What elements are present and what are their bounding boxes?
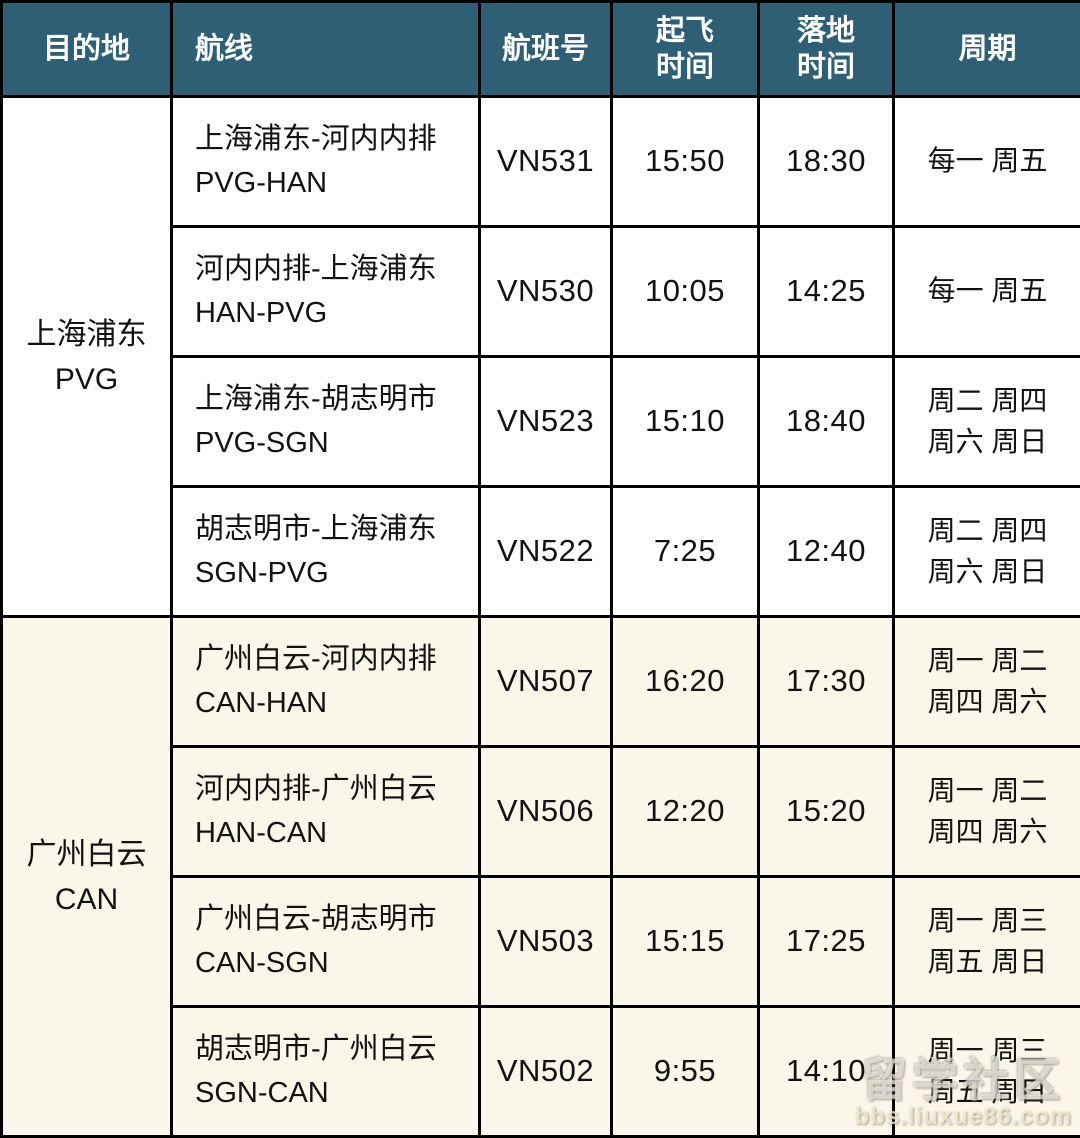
col-header-flight-no: 航班号 [480, 2, 612, 97]
table-row: 广州白云 CAN 广州白云-河内内排 CAN-HAN VN507 16:20 1… [2, 617, 1080, 747]
table-row: 上海浦东 PVG 上海浦东-河内内排 PVG-HAN VN531 15:50 1… [2, 97, 1080, 227]
arrival-cell: 14:25 [759, 227, 894, 357]
arrival-cell: 12:40 [759, 487, 894, 617]
days-cell: 周二 周四 周六 周日 [894, 357, 1080, 487]
route-cell: 广州白云-胡志明市 CAN-SGN [172, 877, 480, 1007]
flight-no-cell: VN507 [480, 617, 612, 747]
flight-no-cell: VN531 [480, 97, 612, 227]
col-header-arrival: 落地 时间 [759, 2, 894, 97]
arrival-cell: 18:30 [759, 97, 894, 227]
departure-cell: 12:20 [612, 747, 759, 877]
destination-cell: 上海浦东 PVG [2, 97, 172, 617]
route-cell: 河内内排-广州白云 HAN-CAN [172, 747, 480, 877]
flight-no-cell: VN503 [480, 877, 612, 1007]
days-cell: 每一 周五 [894, 227, 1080, 357]
arrival-cell: 17:25 [759, 877, 894, 1007]
flight-no-cell: VN530 [480, 227, 612, 357]
destination-cell: 广州白云 CAN [2, 617, 172, 1137]
flight-no-cell: VN502 [480, 1007, 612, 1137]
flight-no-cell: VN506 [480, 747, 612, 877]
arrival-cell: 15:20 [759, 747, 894, 877]
days-cell: 周一 周二 周四 周六 [894, 747, 1080, 877]
route-cell: 胡志明市-广州白云 SGN-CAN [172, 1007, 480, 1137]
departure-cell: 7:25 [612, 487, 759, 617]
col-header-route: 航线 [172, 2, 480, 97]
col-header-departure: 起飞 时间 [612, 2, 759, 97]
departure-cell: 15:15 [612, 877, 759, 1007]
route-cell: 上海浦东-河内内排 PVG-HAN [172, 97, 480, 227]
route-cell: 河内内排-上海浦东 HAN-PVG [172, 227, 480, 357]
col-header-destination: 目的地 [2, 2, 172, 97]
route-cell: 胡志明市-上海浦东 SGN-PVG [172, 487, 480, 617]
days-cell: 周二 周四 周六 周日 [894, 487, 1080, 617]
days-cell: 每一 周五 [894, 97, 1080, 227]
route-cell: 广州白云-河内内排 CAN-HAN [172, 617, 480, 747]
flight-no-cell: VN523 [480, 357, 612, 487]
flight-no-cell: VN522 [480, 487, 612, 617]
departure-cell: 9:55 [612, 1007, 759, 1137]
arrival-cell: 18:40 [759, 357, 894, 487]
departure-cell: 16:20 [612, 617, 759, 747]
departure-cell: 15:10 [612, 357, 759, 487]
days-cell: 周一 周二 周四 周六 [894, 617, 1080, 747]
days-cell: 周一 周三 周五 周日 [894, 1007, 1080, 1137]
route-cell: 上海浦东-胡志明市 PVG-SGN [172, 357, 480, 487]
arrival-cell: 14:10 [759, 1007, 894, 1137]
arrival-cell: 17:30 [759, 617, 894, 747]
header-row: 目的地 航线 航班号 起飞 时间 落地 时间 周期 [2, 2, 1080, 97]
departure-cell: 10:05 [612, 227, 759, 357]
departure-cell: 15:50 [612, 97, 759, 227]
col-header-days: 周期 [894, 2, 1080, 97]
days-cell: 周一 周三 周五 周日 [894, 877, 1080, 1007]
